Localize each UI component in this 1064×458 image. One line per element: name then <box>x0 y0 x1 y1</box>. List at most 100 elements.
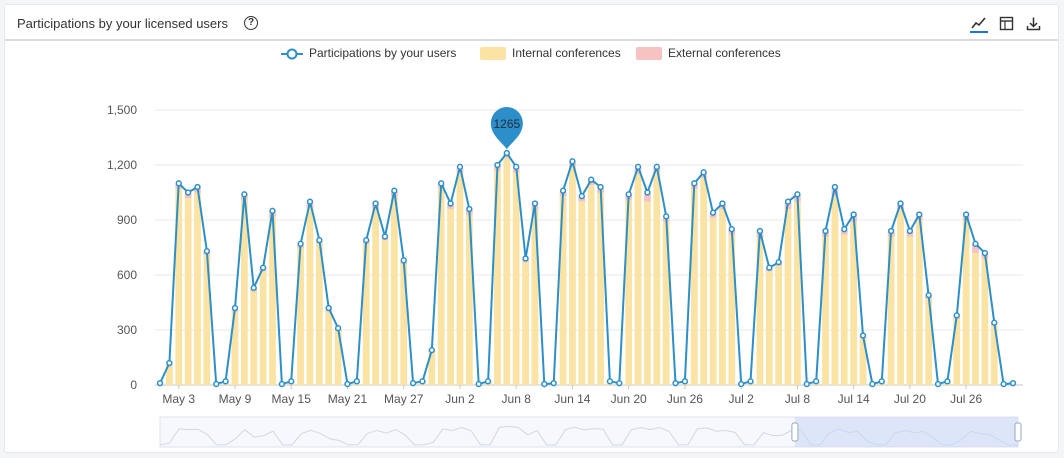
bar-internal <box>775 265 783 385</box>
line-point <box>1000 380 1007 388</box>
line-point <box>831 183 839 191</box>
bar-internal <box>165 365 173 385</box>
line-point <box>625 191 632 198</box>
table-view-icon[interactable] <box>997 14 1015 32</box>
line-point <box>391 187 398 194</box>
x-tick-label: Jul 2 <box>728 392 754 406</box>
line-point <box>972 240 979 247</box>
zoom-handle-right[interactable] <box>1014 422 1022 442</box>
line-point <box>334 325 342 332</box>
line-point <box>456 163 464 170</box>
line-point <box>738 380 745 388</box>
line-point <box>494 161 501 169</box>
bar-internal <box>306 207 314 385</box>
bar-internal <box>175 188 183 385</box>
x-tick-label: Jun 8 <box>502 392 532 406</box>
line-point <box>634 163 642 170</box>
line-point <box>522 255 529 262</box>
bar-internal <box>981 258 989 385</box>
line-point <box>259 264 267 271</box>
legend-label-external: External conferences <box>668 46 781 60</box>
line-point <box>850 211 857 218</box>
x-tick-label: Jun 14 <box>554 392 590 406</box>
y-tick-label: 900 <box>117 213 137 227</box>
x-tick-label: Jul 26 <box>950 392 982 406</box>
line-point <box>691 180 698 187</box>
bar-internal <box>709 218 717 385</box>
line-chart-icon[interactable] <box>970 14 988 33</box>
bar-internal <box>231 311 239 385</box>
bar-internal <box>719 209 726 385</box>
line-point <box>250 284 257 291</box>
zoom-slider[interactable] <box>159 416 1022 448</box>
line-point <box>869 380 876 388</box>
bar-internal <box>522 262 529 385</box>
bar-internal <box>437 188 445 385</box>
bar-internal <box>569 166 576 385</box>
line-point <box>559 187 567 194</box>
line-point <box>653 163 660 170</box>
bar-internal <box>887 236 895 385</box>
line-point <box>588 176 595 183</box>
legend-label-internal: Internal conferences <box>512 46 621 60</box>
line-point <box>719 200 726 207</box>
bar-internal <box>512 172 520 385</box>
bar-internal <box>794 201 801 385</box>
chart-plot: 0 300 600 900 1,200 1,500 May 3 May 9 May 15 May … <box>107 103 1023 448</box>
bar-external <box>578 197 586 202</box>
bar-internal <box>625 199 633 385</box>
line-point <box>578 193 585 200</box>
line-point <box>775 259 782 266</box>
bar-internal <box>756 236 764 385</box>
line-point <box>663 213 670 220</box>
bar-internal <box>240 199 248 385</box>
line-point <box>728 226 735 233</box>
bar-external <box>719 204 726 209</box>
bar-internal <box>906 236 914 385</box>
line-point <box>156 380 164 387</box>
line-point <box>306 198 314 205</box>
legend-item-external[interactable]: External conferences <box>636 45 781 61</box>
line-point <box>803 380 810 388</box>
bar-internal <box>259 271 267 385</box>
bar-internal <box>250 291 258 385</box>
line-point <box>513 163 520 170</box>
x-tick-label: Jun 26 <box>667 392 703 406</box>
bar-internal <box>531 209 539 385</box>
legend-item-participations[interactable]: Participations by your users <box>281 45 456 61</box>
y-tick-label: 300 <box>117 323 137 337</box>
bar-external <box>644 193 651 202</box>
line-point <box>794 191 801 198</box>
bar-external <box>184 193 192 198</box>
card-header: Participations by your licensed users ? <box>5 5 1058 41</box>
line-point <box>597 183 604 191</box>
bar-internal <box>840 234 848 385</box>
x-tick-label: Jun 20 <box>611 392 647 406</box>
bar-internal <box>372 209 379 385</box>
line-point <box>531 200 539 207</box>
line-point <box>784 198 792 205</box>
help-icon[interactable]: ? <box>244 16 258 30</box>
bar-internal <box>456 172 464 385</box>
x-tick-label: May 9 <box>219 392 252 406</box>
line-point <box>962 211 970 218</box>
line-point <box>991 319 998 326</box>
legend-item-internal[interactable]: Internal conferences <box>480 45 621 61</box>
legend-swatch-external <box>636 47 662 61</box>
y-tick-label: 1,500 <box>107 103 137 117</box>
bar-internal <box>728 234 736 385</box>
line-point <box>166 359 173 367</box>
line-point <box>325 304 332 312</box>
bar-internal <box>559 196 567 385</box>
zoom-handle-left[interactable] <box>791 422 799 442</box>
download-icon[interactable] <box>1024 14 1042 32</box>
chart-legend: Participations by your users Internal co… <box>5 45 1058 63</box>
line-point <box>841 226 848 233</box>
line-point <box>466 205 473 213</box>
bar-internal <box>850 221 858 385</box>
bar-internal <box>962 220 970 385</box>
line-point <box>372 200 379 207</box>
line-point <box>175 180 182 187</box>
line-point <box>616 380 623 387</box>
line-point <box>363 237 370 244</box>
